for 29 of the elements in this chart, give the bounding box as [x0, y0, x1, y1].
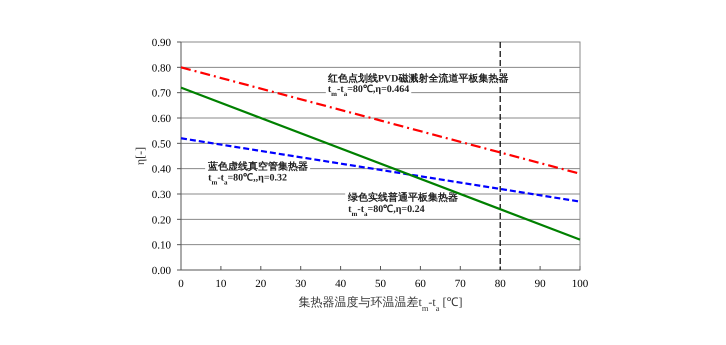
x-tick-label: 20 [255, 278, 267, 290]
annotation: t$_{m}$-t$_{a}$=80℃,η=0.24 [348, 204, 425, 218]
y-tick-label: 0.30 [152, 189, 172, 201]
x-tick-label: 10 [215, 278, 227, 290]
x-tick-label: 40 [335, 278, 347, 290]
x-tick-label: 30 [295, 278, 307, 290]
x-tick-label: 0 [178, 278, 184, 290]
x-tick-label: 100 [572, 278, 589, 290]
y-tick-label: 0.20 [152, 214, 172, 226]
y-tick-label: 0.00 [152, 265, 172, 277]
x-tick-label: 90 [534, 278, 546, 290]
x-tick-label: 80 [494, 278, 506, 290]
x-axis-title: 集热器温度与环温温差t$_{m}$-t$_{a}$ [℃] [298, 295, 462, 312]
y-axis-title: η[-] [133, 146, 147, 166]
annotation: 绿色实线普通平板集热器 [347, 192, 458, 204]
annotation: 蓝色虚线真空管集热器 [207, 160, 308, 172]
x-tick-label: 70 [454, 278, 466, 290]
y-tick-label: 0.40 [152, 164, 172, 176]
annotation: t$_{m}$-t$_{a}$=80℃,,η=0.32 [208, 172, 288, 186]
y-tick-label: 0.50 [152, 138, 172, 150]
y-tick-label: 0.60 [152, 113, 172, 125]
y-tick-label: 0.80 [152, 62, 172, 74]
annotation: 红色点划线PVD磁溅射全流道平板集热器 [326, 72, 508, 84]
annotation: t$_{m}$-t$_{a}$=80℃,η=0.464 [328, 84, 410, 98]
x-tick-label: 60 [414, 278, 426, 290]
x-tick-label: 50 [375, 278, 386, 290]
y-tick-label: 0.90 [152, 37, 172, 49]
y-tick-label: 0.10 [152, 240, 172, 252]
y-tick-label: 0.70 [152, 88, 172, 100]
